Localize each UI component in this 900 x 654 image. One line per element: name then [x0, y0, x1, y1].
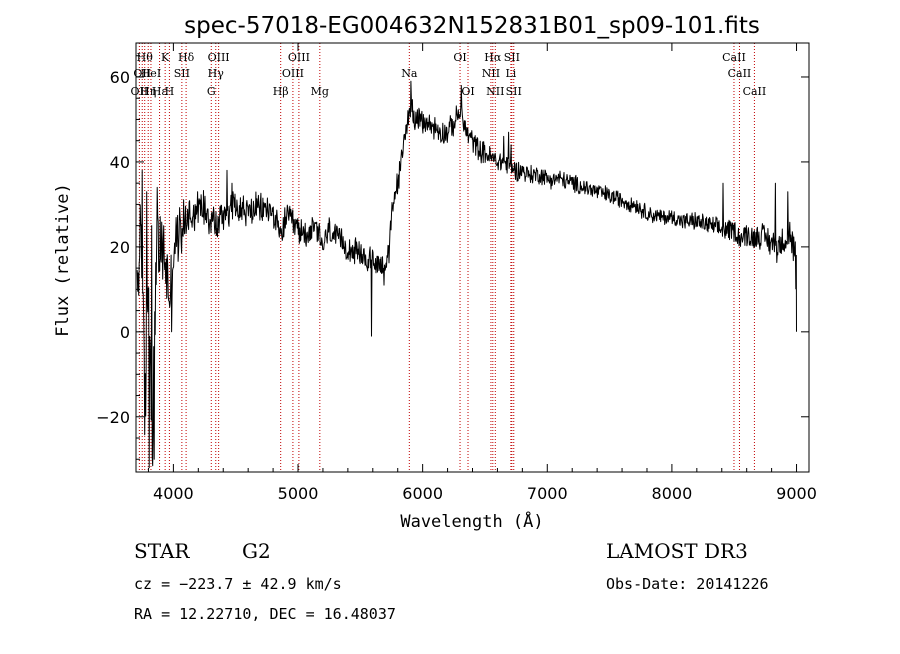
spectral-line-label: CaII	[743, 85, 767, 98]
spectral-line-label: HeI	[141, 67, 161, 80]
x-axis-label: Wavelength (Å)	[400, 510, 543, 532]
y-tick-label: 60	[110, 68, 130, 87]
spectral-line-label: OI	[453, 51, 466, 64]
plot-frame	[135, 42, 810, 473]
spectral-line-label: Hα	[484, 51, 502, 64]
spectral-line-label: Hε	[152, 85, 168, 98]
redshift-cz: cz = −223.7 ± 42.9 km/s	[134, 575, 342, 593]
spectral-line-label: SII	[174, 67, 190, 80]
object-class: STAR	[134, 539, 190, 563]
spectral-line-label: OIII	[288, 51, 310, 64]
flux-line	[136, 80, 797, 469]
spectral-line-label: SII	[504, 51, 520, 64]
spectral-line-label: Mg	[311, 85, 329, 98]
spectral-line-label: Li	[505, 67, 516, 80]
y-axis-label: Flux (relative)	[53, 183, 73, 337]
spectral-line-label: OI	[461, 85, 474, 98]
spectral-line-label: CaII	[722, 51, 746, 64]
x-tick-label: 8000	[652, 484, 693, 503]
y-tick-label: 20	[110, 238, 130, 257]
x-axis-ticks: 4000 5000 6000 7000 8000 9000	[147, 43, 817, 503]
x-tick-label: 7000	[527, 484, 568, 503]
coordinates: RA = 12.22710, DEC = 16.48037	[134, 605, 396, 623]
x-tick-label: 5000	[278, 484, 319, 503]
obs-date: Obs-Date: 20141226	[606, 575, 769, 593]
spectral-line-label: Hθ	[137, 51, 154, 64]
spectral-line-label: NII	[486, 85, 504, 98]
spectral-line-label: Hγ	[208, 67, 225, 80]
spectral-line-label: OIII	[208, 51, 230, 64]
chart-title: spec-57018-EG004632N152831B01_sp09-101.f…	[184, 13, 760, 39]
survey-name: LAMOST DR3	[606, 539, 748, 563]
spectral-line-label: H	[165, 85, 175, 98]
y-tick-label: 40	[110, 153, 130, 172]
spectral-line-label: Hη	[140, 85, 156, 98]
x-tick-label: 9000	[776, 484, 817, 503]
spectral-line-label: OII	[131, 85, 149, 98]
y-axis-ticks: −20 0 20 40 60	[96, 55, 809, 460]
spectral-line-markers	[138, 43, 755, 472]
spectral-line-label: Hδ	[178, 51, 195, 64]
y-tick-label: −20	[96, 408, 130, 427]
spectral-line-labels: OIIOIIHθHηHeIHεKHSIIHδGHγOIIIHβOIIIOIIIM…	[131, 51, 767, 98]
spectral-line-label: SII	[506, 85, 522, 98]
subclass: G2	[242, 539, 271, 563]
spectral-line-label: OIII	[282, 67, 304, 80]
spectral-line-label: G	[207, 85, 216, 98]
spectral-line-label: K	[161, 51, 170, 64]
spectral-line-label: Hβ	[273, 85, 289, 98]
y-tick-label: 0	[120, 323, 130, 342]
flux-series	[136, 80, 797, 469]
x-tick-label: 4000	[153, 484, 194, 503]
spectral-line-label: CaII	[728, 67, 752, 80]
spectral-line-label: NII	[482, 67, 500, 80]
x-tick-label: 6000	[402, 484, 443, 503]
spectral-line-label: Na	[401, 67, 418, 80]
